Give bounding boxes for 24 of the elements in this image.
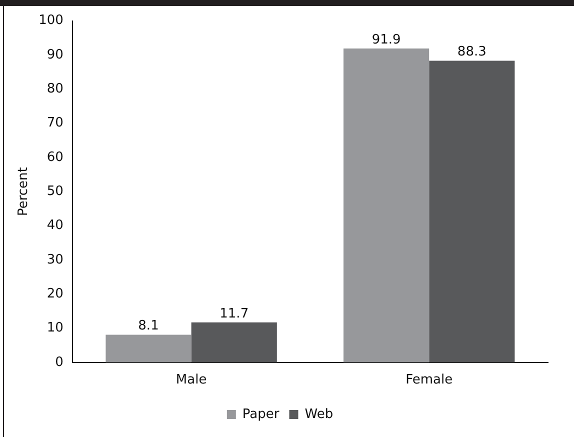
y-tick-label: 50 xyxy=(46,184,64,199)
y-tick-label: 90 xyxy=(46,47,64,62)
data-label: 88.3 xyxy=(457,44,486,60)
y-tick-label: 40 xyxy=(46,218,64,234)
data-label: 8.1 xyxy=(138,318,159,334)
data-label: 11.7 xyxy=(220,306,249,322)
legend-label: Web xyxy=(304,406,334,422)
y-tick-label: 20 xyxy=(46,286,64,302)
y-tick-label: 80 xyxy=(46,81,64,96)
bar xyxy=(429,60,515,362)
bar xyxy=(344,48,430,362)
y-tick-label: 60 xyxy=(46,150,64,165)
legend-label: Paper xyxy=(242,406,280,422)
bar xyxy=(106,334,192,362)
y-tick-label: 10 xyxy=(46,320,64,336)
y-tick-label: 0 xyxy=(55,354,64,370)
y-tick-label: 100 xyxy=(38,13,64,28)
bar xyxy=(191,322,277,362)
x-tick-label: Male xyxy=(176,372,207,388)
x-tick-label: Female xyxy=(406,372,453,388)
data-label: 91.9 xyxy=(372,32,401,48)
y-tick-label: 30 xyxy=(46,252,64,268)
y-tick-label: 70 xyxy=(46,116,64,131)
y-axis-title: Percent xyxy=(16,167,32,216)
